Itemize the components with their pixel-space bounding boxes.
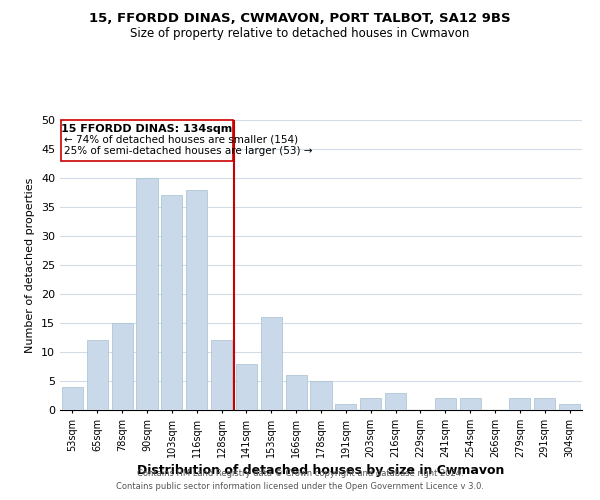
Bar: [534, 398, 555, 410]
Text: Size of property relative to detached houses in Cwmavon: Size of property relative to detached ho…: [130, 28, 470, 40]
Bar: [435, 398, 456, 410]
Y-axis label: Number of detached properties: Number of detached properties: [25, 178, 35, 352]
Bar: [62, 387, 83, 410]
Bar: [460, 398, 481, 410]
Bar: [385, 392, 406, 410]
Bar: [310, 381, 332, 410]
Bar: [261, 317, 282, 410]
Bar: [236, 364, 257, 410]
Bar: [161, 196, 182, 410]
Bar: [112, 323, 133, 410]
Text: 15 FFORDD DINAS: 134sqm: 15 FFORDD DINAS: 134sqm: [61, 124, 233, 134]
Text: ← 74% of detached houses are smaller (154): ← 74% of detached houses are smaller (15…: [64, 134, 298, 144]
Bar: [360, 398, 381, 410]
Text: 15, FFORDD DINAS, CWMAVON, PORT TALBOT, SA12 9BS: 15, FFORDD DINAS, CWMAVON, PORT TALBOT, …: [89, 12, 511, 26]
FancyBboxPatch shape: [61, 120, 233, 160]
X-axis label: Distribution of detached houses by size in Cwmavon: Distribution of detached houses by size …: [137, 464, 505, 477]
Bar: [335, 404, 356, 410]
Bar: [136, 178, 158, 410]
Bar: [87, 340, 108, 410]
Text: 25% of semi-detached houses are larger (53) →: 25% of semi-detached houses are larger (…: [64, 146, 312, 156]
Text: Contains public sector information licensed under the Open Government Licence v : Contains public sector information licen…: [116, 482, 484, 491]
Bar: [286, 375, 307, 410]
Bar: [211, 340, 232, 410]
Bar: [509, 398, 530, 410]
Bar: [186, 190, 207, 410]
Text: Contains HM Land Registry data © Crown copyright and database right 2024.: Contains HM Land Registry data © Crown c…: [137, 468, 463, 477]
Bar: [559, 404, 580, 410]
